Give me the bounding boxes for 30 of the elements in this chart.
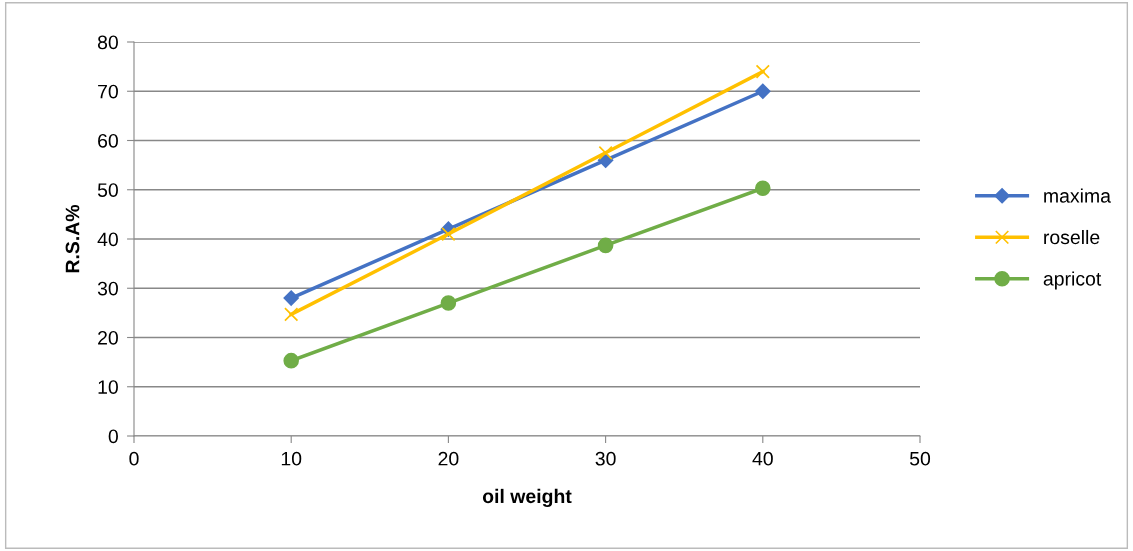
y-tick-label: 0 (108, 429, 118, 444)
x-tick-label: 30 (595, 451, 616, 466)
y-tick-label: 10 (98, 380, 118, 394)
point (440, 295, 457, 311)
x-tick-label: 20 (438, 451, 459, 466)
point (755, 83, 771, 99)
y-tick-label: 20 (98, 330, 118, 345)
y-tick-label: 70 (98, 84, 118, 99)
x-axis-title: oil weight (482, 488, 572, 508)
y-tick-label: 60 (98, 133, 118, 148)
point (597, 237, 614, 254)
point (283, 352, 299, 369)
legend-label: roselle (1044, 229, 1100, 245)
point (755, 180, 771, 197)
y-tick-label: 40 (97, 232, 118, 247)
x-tick-label: 10 (281, 451, 302, 466)
point (598, 145, 613, 160)
y-axis-title: R.S.A% (65, 204, 80, 273)
y-tick-label: 50 (97, 183, 118, 197)
legend-label: apricot (1043, 271, 1102, 290)
y-tick-label: 80 (97, 35, 118, 50)
legend-label: maxima (1044, 188, 1111, 203)
x-tick-label: 50 (909, 451, 931, 466)
point (441, 226, 456, 242)
point (284, 307, 299, 322)
x-tick-label: 0 (129, 451, 139, 466)
point (283, 290, 299, 306)
y-tick-label: 30 (97, 281, 118, 296)
point (755, 64, 770, 79)
x-tick-label: 40 (752, 451, 773, 466)
